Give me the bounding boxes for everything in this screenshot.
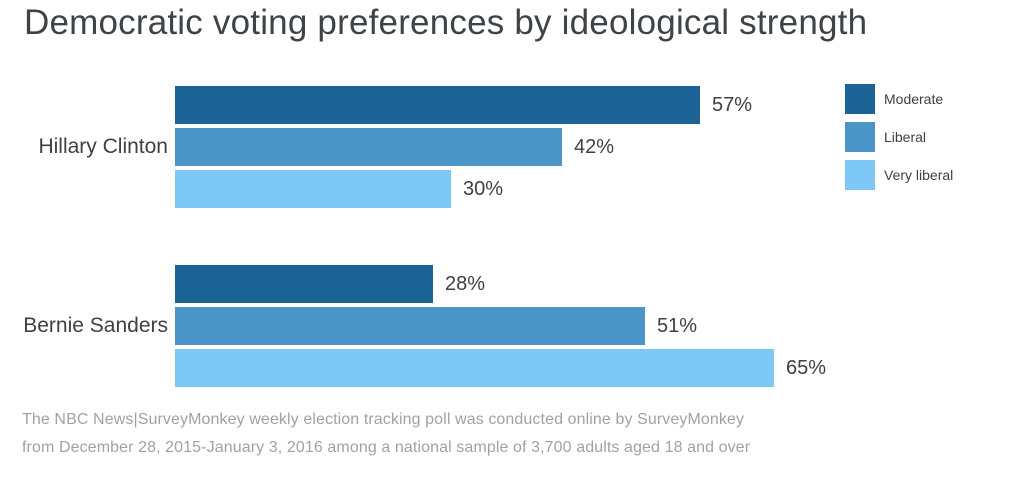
moderate-swatch-icon — [845, 84, 875, 114]
bar-liberal — [175, 307, 645, 345]
category-label-hillary-clinton: Hillary Clinton — [38, 135, 168, 158]
legend: Moderate Liberal Very liberal — [845, 84, 953, 198]
bar-moderate — [175, 265, 433, 303]
value-label: 30% — [463, 178, 504, 200]
bar-very-liberal — [175, 170, 451, 208]
value-label: 65% — [786, 357, 827, 379]
legend-label-liberal: Liberal — [884, 129, 927, 145]
source-footnote: The NBC News|SurveyMonkey weekly electio… — [22, 406, 750, 461]
value-label: 28% — [445, 273, 486, 295]
liberal-swatch-icon — [845, 122, 875, 152]
value-label: 51% — [657, 315, 698, 337]
legend-label-very-liberal: Very liberal — [884, 167, 954, 183]
bar-liberal — [175, 128, 562, 166]
legend-label-moderate: Moderate — [884, 91, 944, 107]
legend-item-very-liberal: Very liberal — [845, 160, 953, 190]
footnote-line-1: The NBC News|SurveyMonkey weekly electio… — [22, 411, 745, 428]
value-label: 57% — [712, 94, 753, 116]
chart-title: Democratic voting preferences by ideolog… — [24, 3, 868, 42]
very-liberal-swatch-icon — [845, 160, 875, 190]
bar-moderate — [175, 86, 700, 124]
footnote-line-2: from December 28, 2015-January 3, 2016 a… — [22, 438, 751, 456]
legend-item-moderate: Moderate — [845, 84, 953, 114]
category-label-bernie-sanders: Bernie Sanders — [23, 314, 168, 337]
legend-item-liberal: Liberal — [845, 122, 953, 152]
bar-very-liberal — [175, 349, 774, 387]
value-label: 42% — [574, 136, 615, 158]
